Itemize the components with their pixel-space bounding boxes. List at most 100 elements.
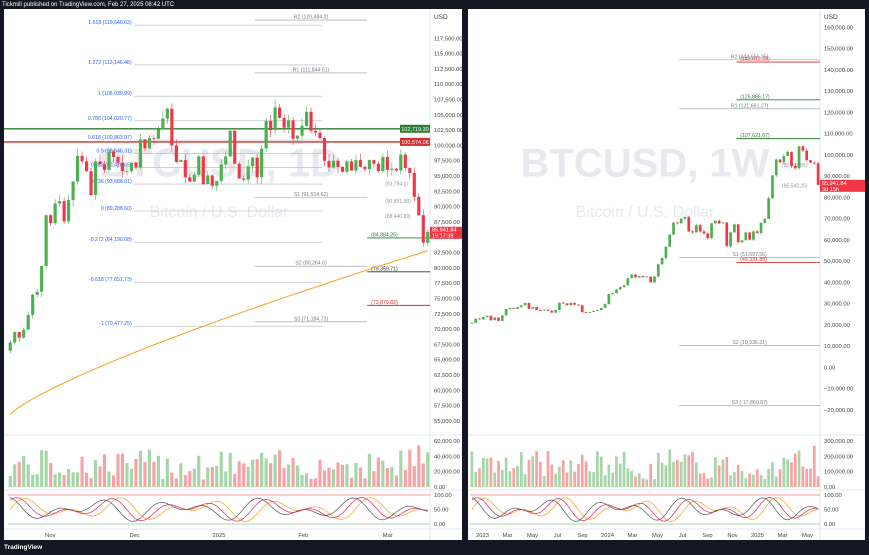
- candle-body: [558, 302, 561, 311]
- volume-bar: [630, 470, 634, 487]
- candle-body: [399, 154, 403, 171]
- fib-level-label: -1 (70,477.25): [99, 321, 132, 327]
- candle-body: [603, 304, 607, 308]
- y-tick-label: 90,000.00: [824, 174, 850, 180]
- candle-body: [679, 218, 683, 224]
- price-tag-value: 85,941.84: [822, 181, 846, 187]
- fib-level-label: 1 (108,039.99): [98, 91, 132, 97]
- candle-body: [812, 162, 816, 164]
- volume-bar: [13, 464, 17, 487]
- volume-bar: [170, 472, 174, 487]
- volume-bar: [134, 458, 138, 487]
- volume-tick-label: 0.00: [434, 485, 445, 491]
- volume-bar: [733, 472, 736, 487]
- volume-bar: [504, 457, 508, 487]
- candle-body: [546, 309, 550, 311]
- price-tag-bg: [820, 179, 865, 192]
- volume-bar: [767, 468, 770, 487]
- x-tick-label: Jul: [554, 533, 561, 539]
- volume-bar: [367, 453, 371, 487]
- volume-bar: [736, 464, 740, 487]
- candle-body: [89, 171, 93, 196]
- candle-body: [287, 120, 291, 128]
- candle-body: [653, 276, 656, 283]
- volume-bar: [237, 461, 241, 487]
- volume-bar: [771, 462, 774, 487]
- candle-body: [740, 240, 744, 243]
- volume-bar: [183, 475, 187, 487]
- volume-bar: [255, 459, 259, 487]
- volume-bar: [687, 455, 691, 487]
- candle-body: [778, 159, 782, 163]
- candle-body: [584, 312, 588, 313]
- logo-text: TradingView: [4, 544, 43, 551]
- x-tick-label: May: [802, 533, 813, 539]
- candle-body: [192, 174, 196, 182]
- volume-bar: [626, 468, 630, 487]
- volume-bar: [120, 453, 125, 487]
- level-label: (125,865.17): [740, 94, 770, 100]
- volume-bar: [516, 465, 519, 487]
- candle-body: [161, 118, 165, 130]
- candle-body: [592, 310, 595, 312]
- volume-bar: [603, 475, 607, 487]
- candle-body: [67, 199, 71, 222]
- volume-bar: [740, 470, 744, 487]
- candle-body: [759, 222, 763, 234]
- y-tick-label: 110,000.00: [434, 82, 462, 88]
- volume-bar: [664, 465, 668, 487]
- candle-body: [345, 161, 349, 172]
- candle-body: [363, 166, 367, 170]
- volume-bar: [107, 471, 111, 487]
- volume-bar: [8, 476, 12, 487]
- candle-body: [322, 138, 327, 161]
- x-tick-label: Sep: [577, 533, 587, 539]
- volume-bar: [508, 471, 512, 487]
- volume-bar: [546, 451, 550, 487]
- y-tick-label: 60,000.00: [824, 238, 850, 244]
- candle-body: [497, 317, 500, 321]
- candle-body: [561, 302, 565, 304]
- volume-bar: [143, 461, 147, 487]
- y-tick-label: 112,500.00: [434, 67, 462, 73]
- pivot-level-label: S3 (-17,860.87): [732, 400, 768, 406]
- level-tag-bg: [400, 124, 430, 133]
- candle-body: [228, 130, 232, 157]
- candle-body: [354, 160, 358, 171]
- candle-body: [304, 111, 309, 126]
- volume-bar: [637, 473, 641, 487]
- y-tick-label: 150,000.00: [824, 47, 853, 53]
- volume-bar: [421, 463, 425, 487]
- pivot-level-label: R1 (111,844.51): [293, 67, 330, 73]
- y-tick-label: 82,500.00: [434, 251, 460, 257]
- candle-body: [710, 223, 713, 239]
- volume-bar: [672, 461, 675, 487]
- symbol-watermark: BTCUSD, 1W: [521, 142, 770, 186]
- candle-body: [71, 181, 75, 200]
- y-tick-label: 117,500.00: [434, 36, 462, 42]
- y-tick-label: 100,000.00: [824, 153, 853, 159]
- volume-bar: [683, 454, 687, 487]
- candle-body: [372, 160, 376, 164]
- y-tick-label: 0.00: [824, 365, 835, 371]
- y-tick-label: 100,000.00: [434, 143, 462, 149]
- candle-body: [816, 163, 820, 185]
- volume-bar: [35, 474, 39, 487]
- candle-body: [668, 234, 672, 247]
- volume-bar: [729, 475, 732, 487]
- candle-body: [376, 163, 380, 172]
- volume-bar: [607, 464, 611, 487]
- right-chart-panel[interactable]: BTCUSD, 1W Bitcoin / U.S. Dollar USD 160,00…: [468, 9, 865, 540]
- candle-body: [111, 151, 116, 158]
- candle-body: [520, 305, 523, 308]
- candle-body: [531, 307, 535, 309]
- candle-body: [84, 161, 89, 172]
- volume-bar: [215, 465, 219, 487]
- volume-tick-label: 60,000.00: [434, 439, 460, 445]
- y-tick-label: 95,000.00: [434, 174, 460, 180]
- publish-header: Tickmill published on TradingView.com, F…: [2, 2, 175, 8]
- candle-body: [637, 276, 641, 278]
- oscillator-tick-label: 50.00: [824, 508, 839, 514]
- volume-bar: [634, 476, 637, 487]
